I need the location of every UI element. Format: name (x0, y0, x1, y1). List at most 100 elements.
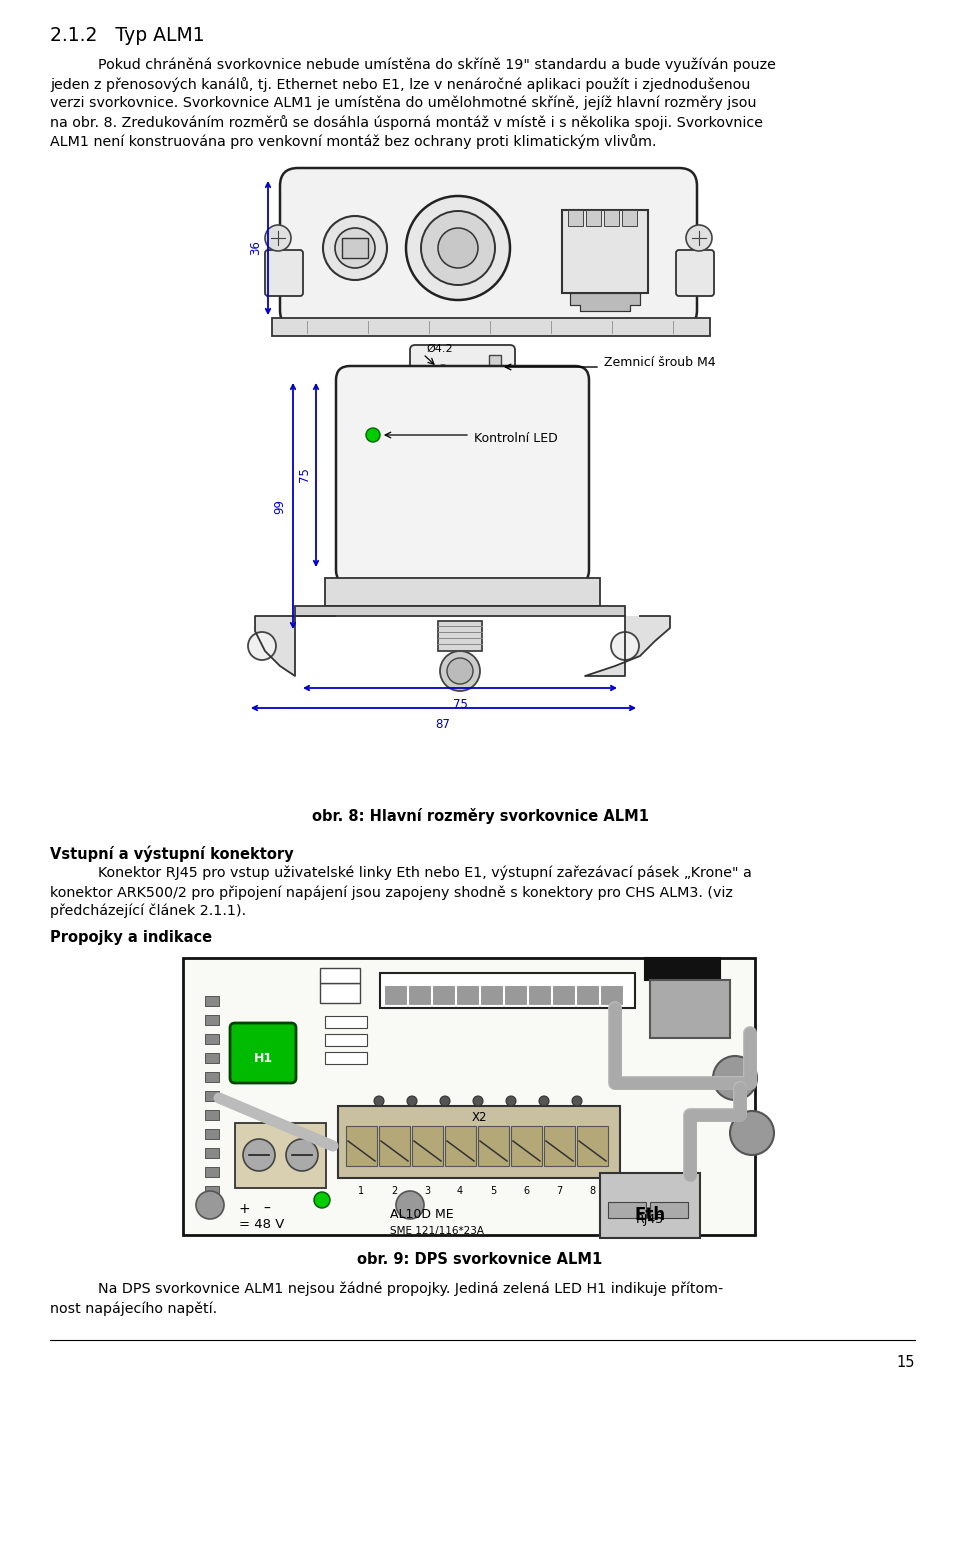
Text: Vstupní a výstupní konektory: Vstupní a výstupní konektory (50, 846, 294, 861)
FancyBboxPatch shape (280, 167, 697, 328)
Text: +: + (239, 1202, 251, 1216)
Text: obr. 8: Hlavní rozměry svorkovnice ALM1: obr. 8: Hlavní rozměry svorkovnice ALM1 (311, 808, 649, 824)
Bar (325, 1016, 367, 1028)
Text: AL10D ME: AL10D ME (390, 1208, 454, 1221)
Text: verzi svorkovnice. Svorkovnice ALM1 je umístěna do umělohmotné skříně, jejíž hla: verzi svorkovnice. Svorkovnice ALM1 je u… (50, 95, 756, 111)
Circle shape (447, 658, 473, 685)
Text: Propojky a indikace: Propojky a indikace (50, 930, 212, 946)
Text: RJ45: RJ45 (636, 1213, 664, 1225)
Polygon shape (570, 292, 640, 311)
Circle shape (406, 195, 510, 300)
Bar (205, 1168, 219, 1177)
Circle shape (286, 1139, 318, 1171)
Bar (320, 967, 360, 983)
Text: Ø4.2: Ø4.2 (426, 344, 452, 353)
Text: 7: 7 (556, 1186, 563, 1196)
Bar (183, 958, 755, 1235)
Text: na obr. 8. Zredukováním rozměrů se dosáhla úsporná montáž v místě i s několika s: na obr. 8. Zredukováním rozměrů se dosáh… (50, 116, 763, 130)
Polygon shape (585, 616, 670, 677)
Bar (272, 317, 710, 336)
FancyBboxPatch shape (230, 1024, 296, 1083)
Bar (320, 983, 360, 1003)
Bar (650, 980, 730, 1038)
Text: SME 121/116*23A: SME 121/116*23A (390, 1225, 484, 1236)
Bar (645, 958, 720, 980)
Circle shape (506, 1096, 516, 1107)
Text: 4: 4 (457, 1186, 463, 1196)
Bar (325, 1052, 367, 1064)
Circle shape (440, 652, 480, 691)
FancyBboxPatch shape (265, 250, 303, 295)
Text: konektor ARK500/2 pro připojení napájení jsou zapojeny shodně s konektory pro CH: konektor ARK500/2 pro připojení napájení… (50, 885, 732, 899)
Text: –: – (263, 1202, 270, 1216)
Text: 75: 75 (452, 699, 468, 711)
Text: jeden z přenosových kanálů, tj. Ethernet nebo E1, lze v nenáročné aplikaci použí: jeden z přenosových kanálů, tj. Ethernet… (50, 77, 751, 92)
Bar (325, 578, 600, 606)
Bar (205, 1110, 219, 1121)
Bar (205, 1147, 219, 1158)
Text: = 48 V: = 48 V (239, 1218, 284, 1232)
Polygon shape (255, 616, 335, 677)
Text: 15: 15 (897, 1355, 915, 1371)
Text: Eth: Eth (635, 1207, 665, 1224)
Bar (205, 1186, 219, 1196)
Circle shape (374, 1096, 384, 1107)
Circle shape (611, 631, 639, 660)
Circle shape (265, 225, 291, 252)
Bar (544, 1125, 575, 1166)
Bar (205, 996, 219, 1007)
Circle shape (438, 228, 478, 267)
Bar (604, 209, 619, 227)
Bar (205, 1205, 219, 1214)
Circle shape (572, 1096, 582, 1107)
Bar (553, 986, 574, 1003)
Bar (600, 1172, 700, 1238)
Text: obr. 9: DPS svorkovnice ALM1: obr. 9: DPS svorkovnice ALM1 (357, 1252, 603, 1268)
FancyBboxPatch shape (336, 366, 589, 585)
Text: 36: 36 (249, 241, 262, 255)
Bar (622, 209, 637, 227)
Bar (379, 1125, 410, 1166)
Bar (409, 986, 430, 1003)
Bar (489, 355, 501, 381)
Bar (235, 1122, 326, 1188)
Text: 5: 5 (490, 1186, 496, 1196)
Circle shape (539, 1096, 549, 1107)
Bar (577, 986, 598, 1003)
Bar (562, 209, 648, 292)
Circle shape (366, 428, 380, 442)
Circle shape (248, 631, 276, 660)
Bar (205, 1091, 219, 1100)
Bar (205, 1072, 219, 1082)
Circle shape (473, 1096, 483, 1107)
Circle shape (440, 1096, 450, 1107)
Text: předcházející článek 2.1.1).: předcházející článek 2.1.1). (50, 903, 246, 919)
Circle shape (243, 1139, 275, 1171)
Bar (205, 1128, 219, 1139)
Bar (529, 986, 550, 1003)
Bar (478, 1125, 509, 1166)
Text: 8: 8 (588, 1186, 595, 1196)
Circle shape (396, 1191, 424, 1219)
Bar (205, 1014, 219, 1025)
Text: Zemnicí šroub M4: Zemnicí šroub M4 (604, 356, 715, 369)
Text: 1: 1 (358, 1186, 364, 1196)
Bar (325, 1035, 367, 1046)
Circle shape (686, 225, 712, 252)
Text: Kontrolní LED: Kontrolní LED (474, 433, 558, 445)
Text: 6: 6 (523, 1186, 529, 1196)
Circle shape (713, 1057, 757, 1100)
Text: 87: 87 (436, 717, 450, 731)
Bar (438, 621, 482, 652)
Circle shape (323, 216, 387, 280)
Text: 2: 2 (391, 1186, 397, 1196)
Circle shape (730, 1111, 774, 1155)
Bar (511, 1125, 542, 1166)
Text: 99: 99 (273, 499, 286, 514)
FancyBboxPatch shape (410, 345, 515, 384)
Bar (650, 1202, 688, 1218)
Text: 75: 75 (298, 467, 311, 483)
Circle shape (335, 228, 375, 267)
Bar (481, 986, 502, 1003)
Bar (385, 986, 406, 1003)
